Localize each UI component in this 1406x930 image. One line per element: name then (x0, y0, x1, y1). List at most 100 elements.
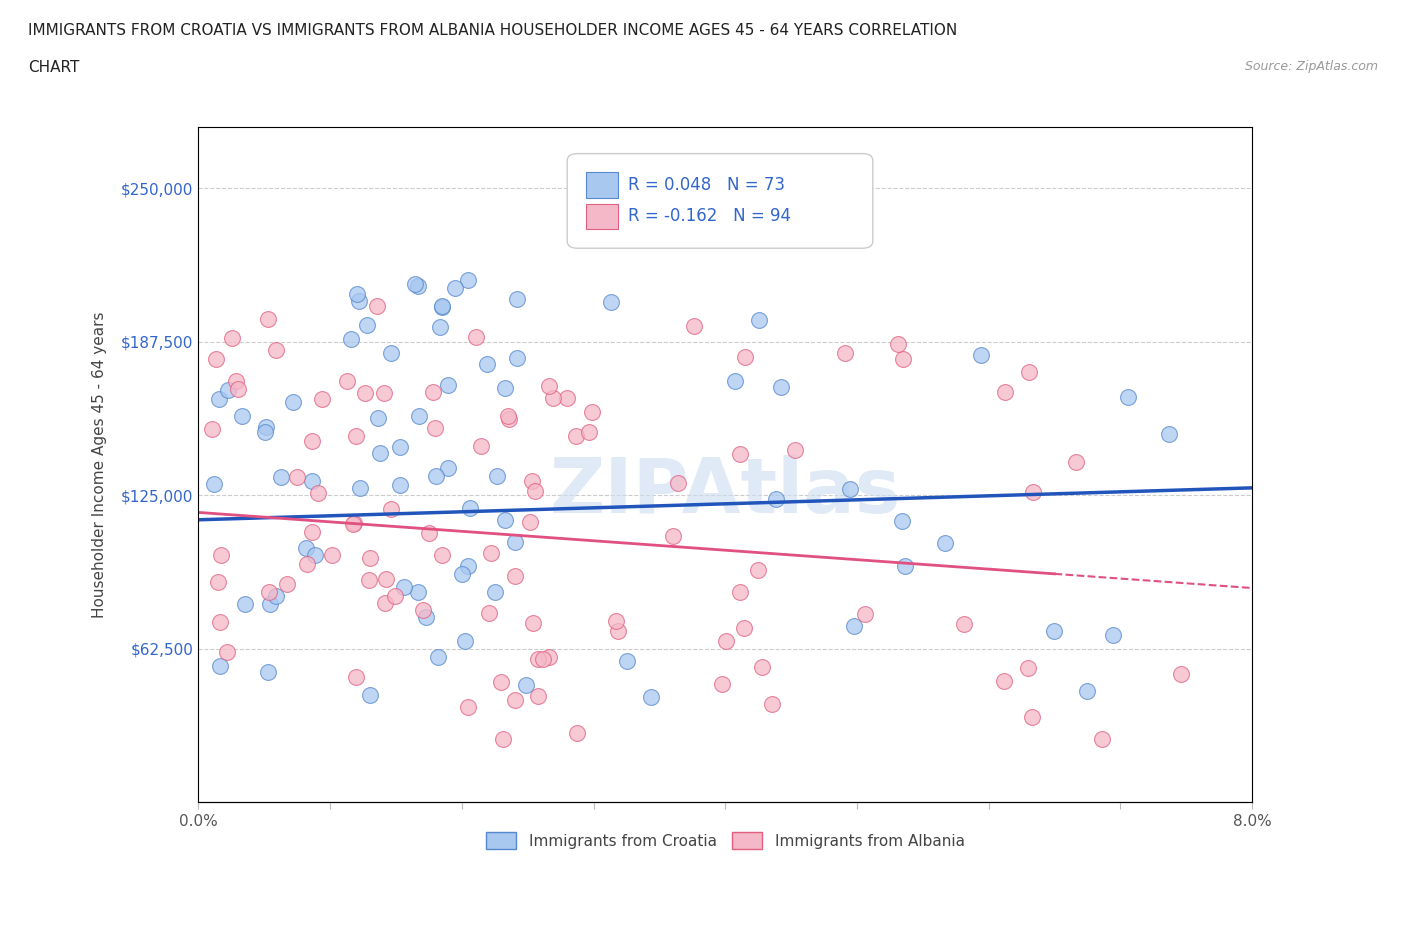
Point (887, 337, 910, 352)
Point (202, 476, 225, 491)
Point (537, 649, 560, 664)
Point (336, 374, 359, 389)
Point (494, 513, 516, 528)
Text: IMMIGRANTS FROM CROATIA VS IMMIGRANTS FROM ALBANIA HOUSEHOLDER INCOME AGES 45 - : IMMIGRANTS FROM CROATIA VS IMMIGRANTS FR… (28, 23, 957, 38)
Point (457, 272, 479, 287)
Text: ZIPAtlas: ZIPAtlas (550, 455, 901, 528)
Point (839, 482, 862, 497)
Point (724, 374, 747, 389)
Point (734, 350, 756, 365)
Point (524, 484, 547, 498)
Point (565, 428, 588, 443)
Point (349, 480, 371, 495)
Point (714, 633, 737, 648)
Point (666, 475, 689, 490)
Point (503, 693, 526, 708)
Point (366, 299, 388, 314)
Point (217, 644, 239, 659)
Point (253, 424, 276, 439)
Point (357, 573, 380, 588)
Point (432, 299, 454, 314)
Point (373, 386, 395, 401)
Text: R = 0.048   N = 73: R = 0.048 N = 73 (628, 176, 786, 193)
Point (374, 595, 396, 610)
Point (283, 395, 305, 410)
Point (1064, 455, 1087, 470)
Point (304, 548, 326, 563)
Point (541, 391, 564, 405)
Point (208, 615, 231, 630)
Point (276, 577, 298, 591)
Point (1017, 660, 1039, 675)
Point (599, 295, 621, 310)
Point (388, 478, 411, 493)
Point (443, 280, 465, 295)
Point (422, 385, 444, 400)
Point (270, 470, 292, 485)
Point (515, 678, 537, 693)
FancyBboxPatch shape (586, 172, 617, 197)
Point (430, 299, 453, 313)
Point (368, 445, 391, 460)
Point (557, 391, 579, 405)
Point (453, 633, 475, 648)
Point (384, 589, 406, 604)
Point (257, 584, 280, 599)
Point (257, 312, 280, 326)
Point (343, 515, 366, 530)
Point (748, 312, 770, 327)
Point (953, 617, 976, 631)
Point (969, 348, 991, 363)
Point (747, 563, 769, 578)
Y-axis label: Householder Income Ages 45 - 64 years: Householder Income Ages 45 - 64 years (93, 312, 107, 618)
Point (404, 276, 426, 291)
FancyBboxPatch shape (567, 153, 873, 248)
Point (526, 652, 548, 667)
Point (682, 318, 704, 333)
Point (484, 585, 506, 600)
Point (450, 566, 472, 581)
Point (226, 382, 249, 397)
Point (531, 652, 554, 667)
Point (994, 385, 1017, 400)
Point (891, 352, 914, 366)
Point (465, 329, 488, 344)
Point (412, 603, 434, 618)
Point (934, 536, 956, 551)
Point (1018, 365, 1040, 379)
Point (375, 572, 398, 587)
Point (457, 699, 479, 714)
Point (492, 732, 515, 747)
Legend: Immigrants from Croatia, Immigrants from Albania: Immigrants from Croatia, Immigrants from… (479, 826, 970, 856)
Point (486, 469, 509, 484)
Point (285, 470, 308, 485)
Point (842, 618, 865, 633)
Point (855, 606, 877, 621)
Point (209, 658, 232, 673)
Point (359, 687, 381, 702)
Point (1021, 710, 1043, 724)
Point (993, 673, 1015, 688)
Point (527, 688, 550, 703)
Point (565, 725, 588, 740)
Point (301, 525, 323, 539)
Point (408, 409, 430, 424)
Point (356, 318, 378, 333)
Point (295, 540, 318, 555)
Point (894, 558, 917, 573)
Point (479, 545, 502, 560)
Point (380, 501, 402, 516)
Point (491, 674, 513, 689)
Point (503, 568, 526, 583)
Point (891, 513, 914, 528)
Point (1090, 731, 1112, 746)
Point (307, 485, 329, 500)
Point (834, 346, 856, 361)
Point (217, 382, 239, 397)
Point (259, 597, 281, 612)
Point (221, 330, 243, 345)
Point (359, 551, 381, 565)
Point (346, 286, 368, 301)
Point (344, 670, 367, 684)
Point (607, 623, 630, 638)
